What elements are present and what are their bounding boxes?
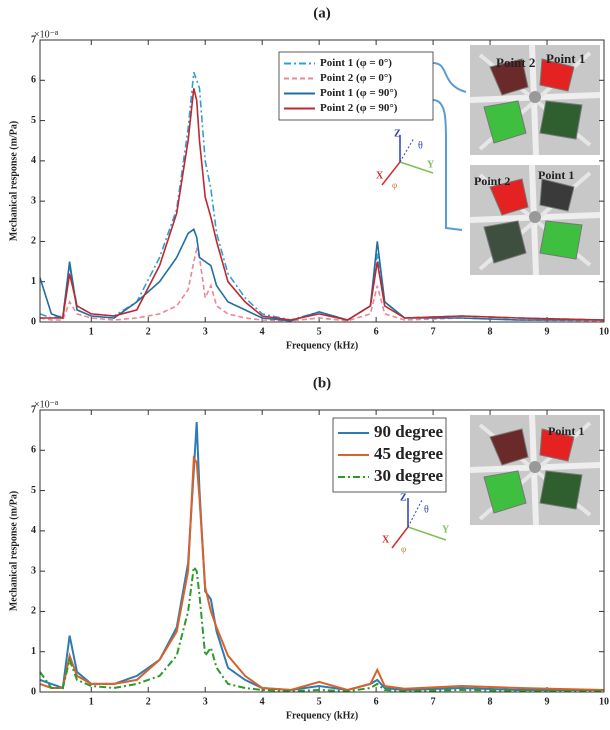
- x-axis-label: Frequency (kHz): [286, 710, 358, 721]
- y-tick-label: 7: [31, 404, 36, 415]
- series-line: [39, 71, 605, 321]
- inset-label: Point 2: [474, 174, 510, 188]
- y-tick-label: 6: [31, 75, 36, 86]
- x-tick-label: 2: [146, 696, 151, 707]
- legend-label: 45 degree: [374, 444, 444, 463]
- x-tick-label: 3: [203, 696, 208, 707]
- y-tick-label: 1: [31, 276, 36, 287]
- y-tick-label: 1: [31, 646, 36, 657]
- plot-frame: [39, 409, 605, 693]
- y-axis-label: Mechanical response (m/Pa): [8, 491, 19, 611]
- axis-letter: Z: [400, 492, 407, 503]
- y-tick-label: 5: [31, 115, 36, 126]
- x-tick-label: 6: [374, 696, 379, 707]
- chart-title: (a): [313, 5, 331, 21]
- inset-label: Point 1: [538, 168, 574, 182]
- legend-label: 30 degree: [374, 466, 444, 485]
- y-tick-label: 2: [31, 606, 36, 617]
- legend-label: Point 1 (φ = 0°): [320, 57, 392, 69]
- axis-letter: X: [376, 170, 384, 181]
- y-tick-label: 0: [31, 316, 36, 327]
- legend-label: 90 degree: [374, 422, 444, 441]
- chart-title: (b): [313, 375, 331, 391]
- y-tick-label: 7: [31, 34, 36, 45]
- y-axis-label: Mechanical response (m/Pa): [8, 121, 19, 241]
- y-tick-label: 3: [31, 195, 36, 206]
- y-tick-label: 2: [31, 236, 36, 247]
- plot-frame: [39, 39, 605, 323]
- series-line: [40, 88, 605, 321]
- axis-letter: φ: [401, 544, 406, 554]
- axes-gizmo: [391, 498, 447, 549]
- axis-letter: Y: [427, 159, 435, 170]
- arrow: [432, 62, 467, 93]
- series-line: [39, 228, 604, 322]
- x-tick-label: 9: [545, 696, 550, 707]
- y-multiplier: ×10⁻⁸: [34, 29, 59, 40]
- legend-label: Point 2 (φ = 90°): [320, 102, 398, 114]
- arrow: [432, 99, 463, 231]
- series-line: [39, 455, 605, 692]
- axis-letter: θ: [424, 504, 429, 515]
- x-tick-label: 10: [599, 696, 609, 707]
- x-axis-label: Frequency (kHz): [286, 340, 358, 351]
- y-tick-label: 3: [31, 565, 36, 576]
- axis-letter: θ: [418, 140, 423, 151]
- x-tick-label: 1: [89, 696, 94, 707]
- x-tick-label: 9: [545, 326, 550, 337]
- axis-letter: Y: [442, 524, 450, 535]
- x-tick-label: 6: [374, 326, 379, 337]
- inset-label: Point 1: [548, 424, 584, 438]
- x-tick-label: 7: [431, 696, 436, 707]
- y-tick-label: 4: [31, 155, 36, 166]
- y-tick-label: 4: [31, 525, 36, 536]
- inset-label: Point 1: [546, 51, 585, 66]
- x-tick-label: 5: [317, 696, 322, 707]
- legend-label: Point 1 (φ = 90°): [320, 87, 398, 99]
- axis-letter: φ: [392, 180, 397, 190]
- legend-label: Point 2 (φ = 0°): [320, 72, 392, 84]
- x-tick-label: 1: [89, 326, 94, 337]
- x-tick-label: 4: [260, 696, 265, 707]
- y-tick-label: 0: [31, 686, 36, 697]
- y-tick-label: 6: [31, 445, 36, 456]
- axis-letter: X: [382, 534, 390, 545]
- x-tick-label: 2: [146, 326, 151, 337]
- y-tick-label: 5: [31, 485, 36, 496]
- x-tick-label: 10: [599, 326, 609, 337]
- y-multiplier: ×10⁻⁸: [34, 399, 59, 410]
- x-tick-label: 3: [203, 326, 208, 337]
- series-line: [39, 246, 605, 322]
- x-tick-label: 7: [431, 326, 436, 337]
- x-tick-label: 4: [260, 326, 265, 337]
- axis-letter: Z: [394, 128, 401, 139]
- series-line: [39, 564, 605, 693]
- x-tick-label: 5: [317, 326, 322, 337]
- axes-gizmo: [381, 135, 434, 186]
- inset-label: Point 2: [496, 55, 535, 70]
- x-tick-label: 8: [488, 696, 493, 707]
- x-tick-label: 8: [488, 326, 493, 337]
